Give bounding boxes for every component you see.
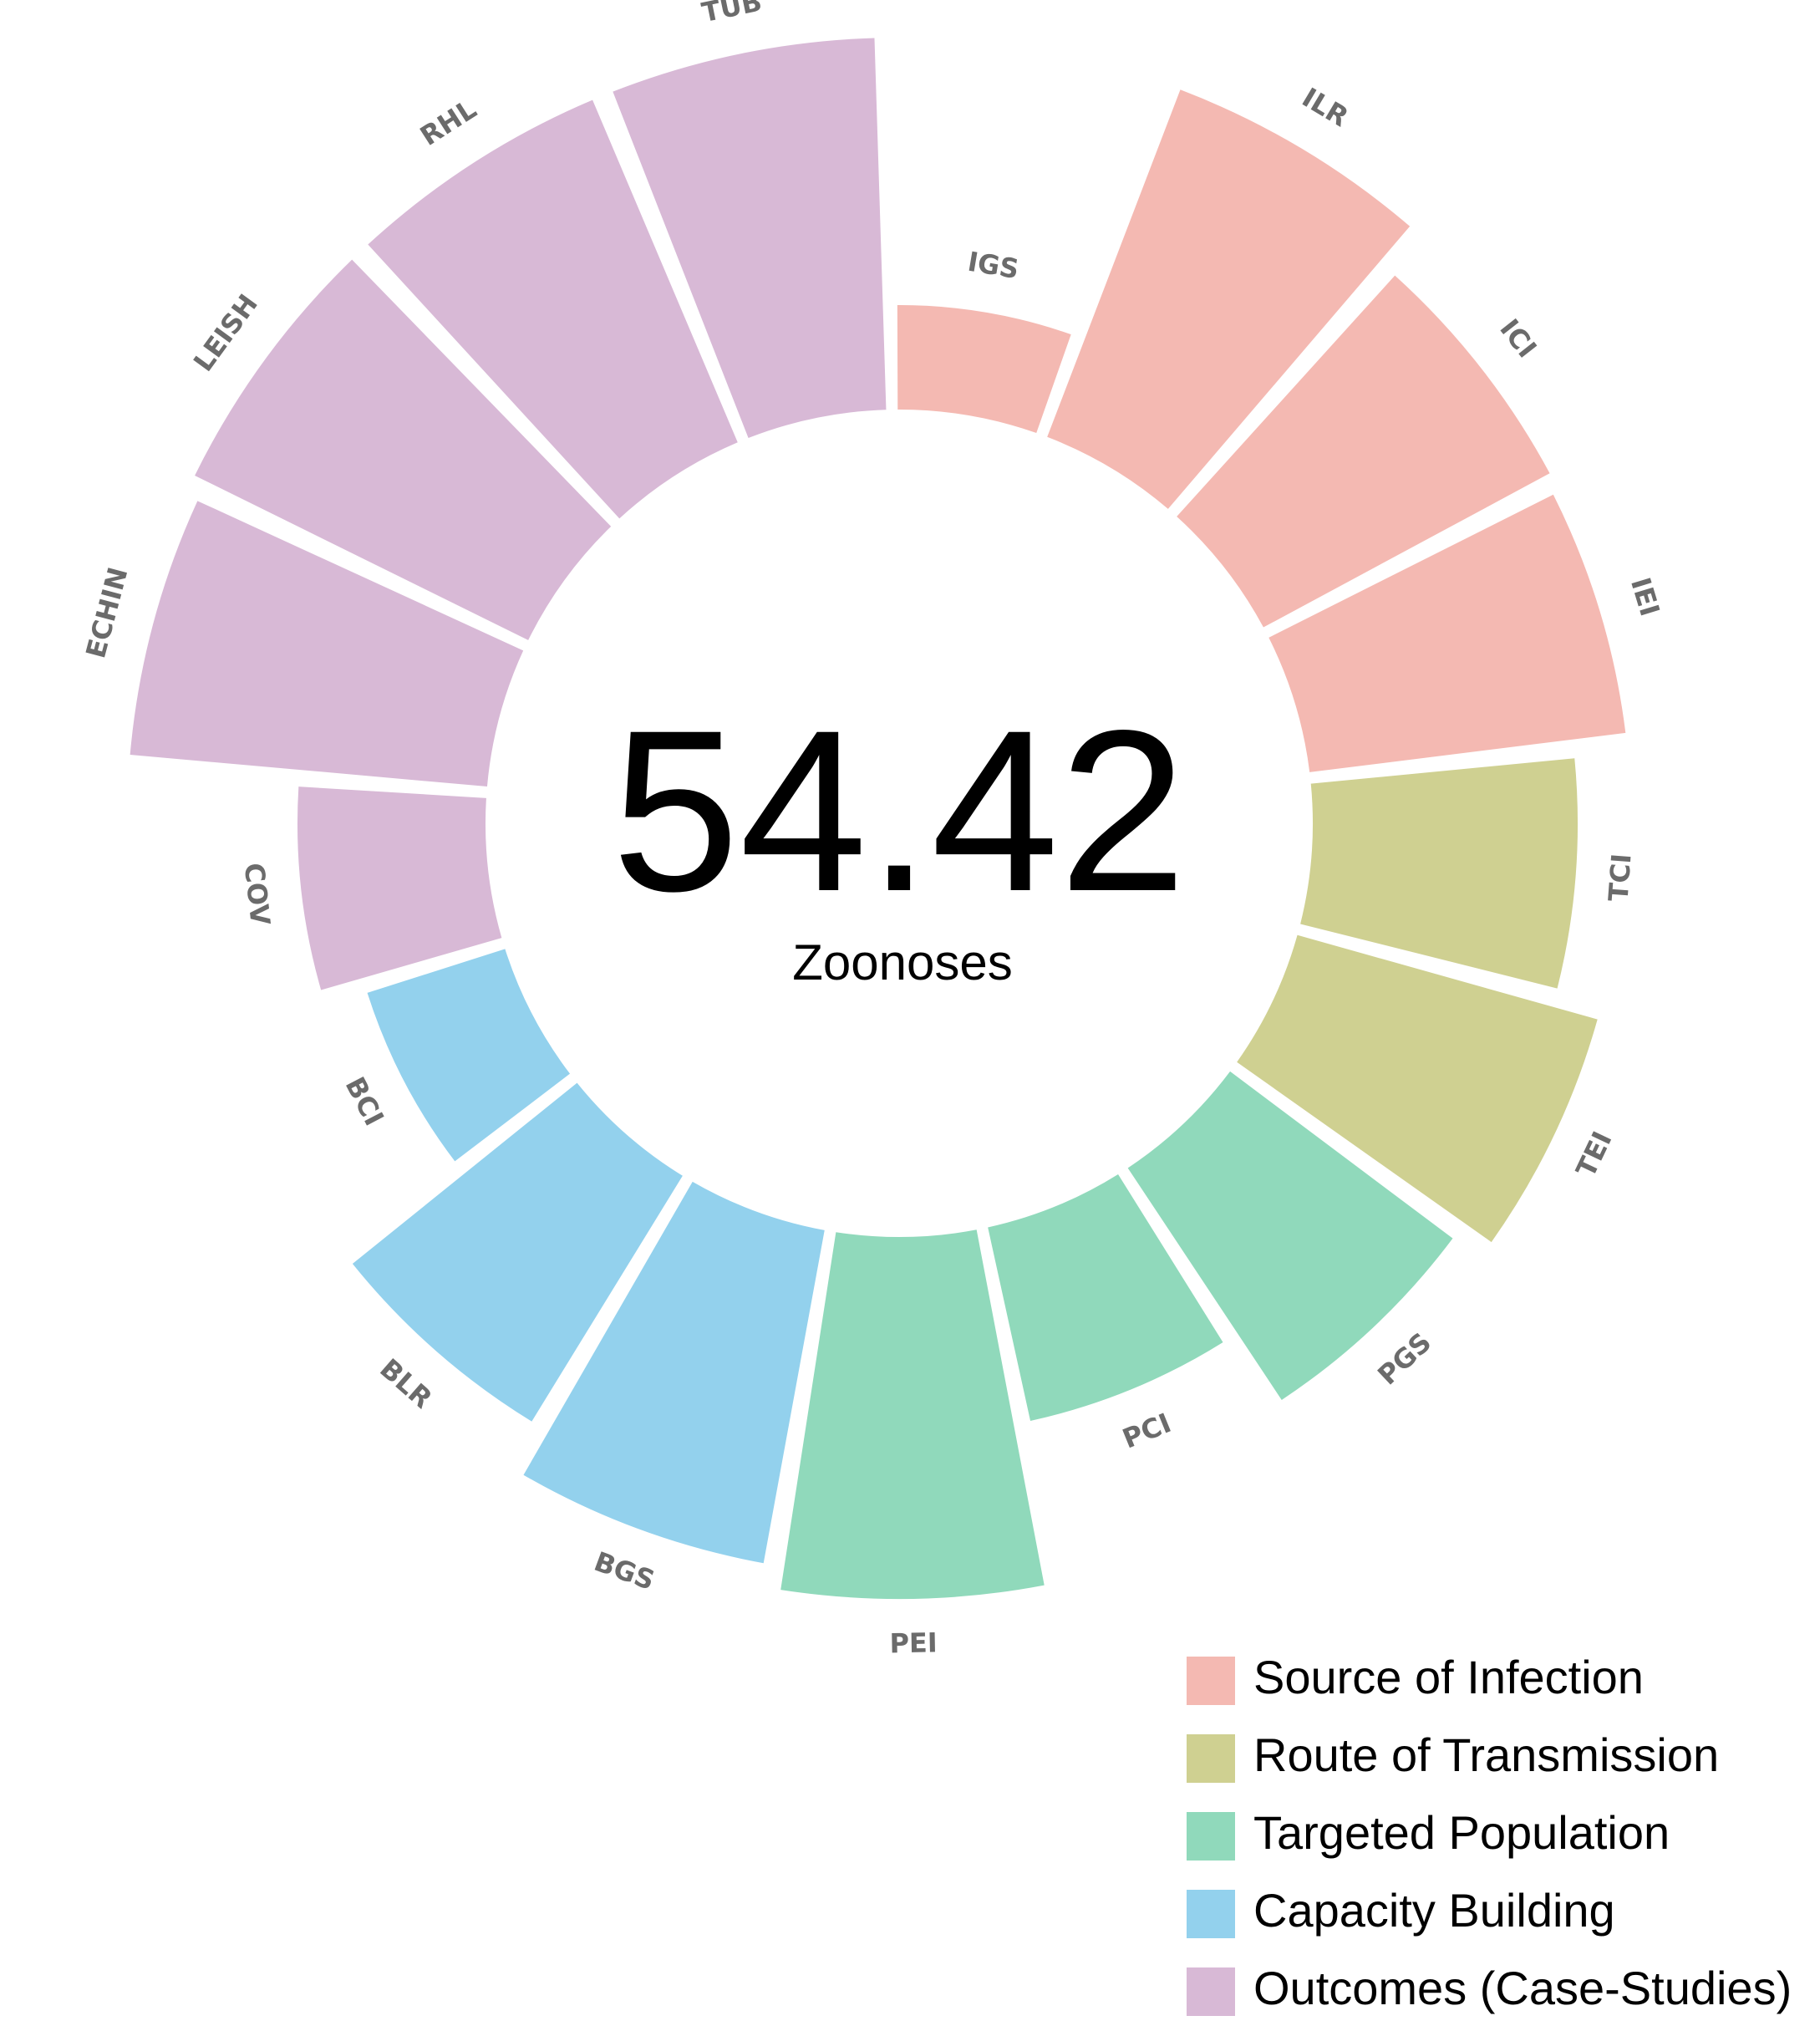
bar-label-tei: TEI [1569,1127,1618,1183]
bar-label-ilr: ILR [1297,81,1354,133]
legend-label: Capacity Building [1253,1884,1615,1937]
bar-leish [195,259,612,640]
bar-label-pgs: PGS [1371,1326,1437,1392]
bar-ici [1177,275,1550,628]
bar-label-pci: PCI [1118,1407,1176,1454]
bar-label-bci: BCI [339,1072,390,1131]
bar-tci [1300,758,1578,989]
bar-pgs [1127,1071,1453,1400]
legend-swatch [1187,1734,1235,1783]
bar-tei [1237,934,1598,1243]
center-label: Zoonoses [792,934,1013,990]
bar-label-igs: IGS [965,246,1021,286]
legend-label: Route of Transmission [1253,1728,1719,1781]
legend-swatch [1187,1657,1235,1705]
bar-cov [297,786,502,990]
bar-rhl [368,99,738,519]
bar-igs [897,305,1071,434]
bars-layer [130,38,1626,1599]
legend-swatch [1187,1812,1235,1861]
bar-label-iei: IEI [1624,574,1666,620]
bar-label-pei: PEI [889,1626,938,1659]
legend-swatch [1187,1890,1235,1938]
bar-label-tci: TCI [1602,853,1637,903]
center-value: 54.42 [612,683,1187,939]
bar-label-bgs: BGS [590,1545,658,1596]
bar-pei [780,1229,1045,1599]
bar-label-echin: ECHIN [79,564,134,662]
bar-ilr [1047,89,1411,509]
bar-label-rhl: RHL [414,93,482,152]
bar-label-ici: ICI [1493,313,1543,364]
bar-label-blr: BLR [374,1352,438,1414]
legend-label: Source of Infection [1253,1651,1644,1703]
bar-label-leish: LEISH [187,288,264,377]
bar-bgs [523,1181,825,1564]
legend-swatch [1187,1967,1235,2016]
bar-tub [613,38,887,439]
legend-label: Outcomes (Case-Studies) [1253,1962,1792,2014]
legend: Source of Infection Route of Transmission… [1187,1651,1792,2016]
bar-pci [988,1173,1223,1421]
bar-echin [130,501,524,787]
bar-label-tub: TUB [699,0,765,28]
legend-label: Targeted Population [1253,1806,1670,1859]
bar-blr [352,1082,683,1422]
bar-bci [367,949,571,1162]
bar-iei [1268,494,1626,772]
bar-label-cov: COV [238,862,277,928]
